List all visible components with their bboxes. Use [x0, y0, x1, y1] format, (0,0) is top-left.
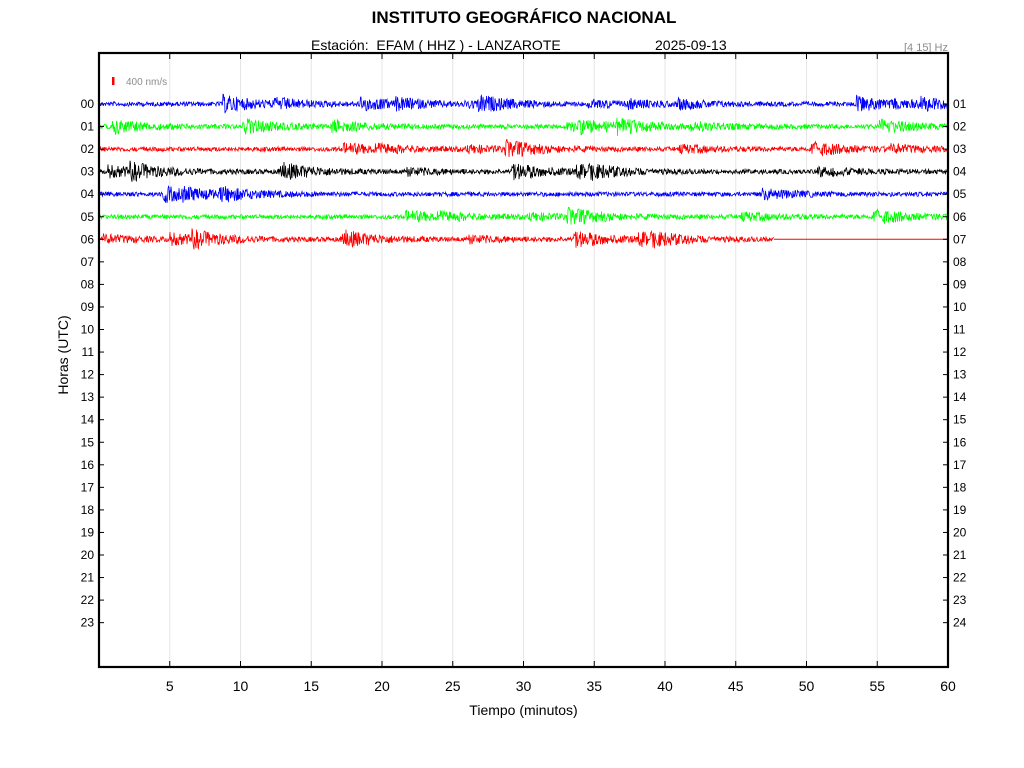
- scale-bar-label: 400 nm/s: [126, 77, 167, 88]
- y-axis-label: Horas (UTC): [55, 315, 71, 394]
- hour-label-right: 16: [953, 435, 967, 449]
- trace-hour-05: [98, 206, 949, 225]
- hour-label-right: 23: [953, 593, 967, 607]
- trace-hour-04: [98, 185, 949, 203]
- hour-label-left: 06: [81, 232, 95, 246]
- hour-label-right: 13: [953, 368, 967, 382]
- hour-label-left: 12: [81, 368, 95, 382]
- hour-label-right: 18: [953, 480, 967, 494]
- hour-label-right: 19: [953, 503, 967, 517]
- hour-label-left: 22: [81, 593, 95, 607]
- hour-label-left: 21: [81, 571, 95, 585]
- hour-label-left: 14: [81, 413, 95, 427]
- hour-label-left: 00: [81, 97, 95, 111]
- trace-hour-00: [98, 93, 949, 114]
- hour-label-right: 03: [953, 142, 967, 156]
- hour-label-right: 17: [953, 458, 967, 472]
- hour-label-right: 15: [953, 413, 967, 427]
- x-axis-label: Tiempo (minutos): [469, 702, 577, 718]
- hour-label-right: 07: [953, 232, 967, 246]
- hour-label-right: 08: [953, 255, 967, 269]
- trace-hour-06: [98, 228, 774, 250]
- hour-label-right: 21: [953, 548, 967, 562]
- hour-label-left: 10: [81, 323, 95, 337]
- hour-label-left: 05: [81, 210, 95, 224]
- hour-label-left: 08: [81, 277, 95, 291]
- chart-title: INSTITUTO GEOGRÁFICO NACIONAL: [371, 8, 677, 27]
- hour-label-right: 05: [953, 187, 967, 201]
- x-tick-label: 45: [728, 678, 744, 694]
- hour-label-left: 04: [81, 187, 95, 201]
- hour-label-right: 11: [953, 323, 966, 337]
- filter-band-label: [4 15] Hz: [903, 42, 948, 54]
- hour-label-left: 19: [81, 525, 95, 539]
- hour-label-left: 13: [81, 390, 95, 404]
- station-label: Estación: EFAM ( HHZ ) - LANZAROTE: [311, 37, 561, 53]
- trace-hour-03: [98, 160, 949, 183]
- hour-label-left: 18: [81, 503, 95, 517]
- hour-label-right: 09: [953, 277, 967, 291]
- hour-label-right: 12: [953, 345, 967, 359]
- hour-label-right: 22: [953, 571, 967, 585]
- date-label: 2025-09-13: [655, 37, 727, 53]
- hour-label-right: 06: [953, 210, 967, 224]
- x-tick-label: 55: [869, 678, 885, 694]
- x-tick-label: 50: [799, 678, 815, 694]
- hour-label-left: 17: [81, 480, 95, 494]
- hour-label-right: 02: [953, 120, 967, 134]
- x-tick-label: 20: [374, 678, 390, 694]
- x-tick-label: 15: [303, 678, 319, 694]
- x-tick-label: 30: [516, 678, 532, 694]
- hour-label-right: 24: [953, 616, 967, 630]
- hour-label-right: 01: [953, 97, 967, 111]
- hour-label-left: 07: [81, 255, 95, 269]
- trace-hour-02: [98, 139, 949, 158]
- trace-hour-01: [98, 117, 949, 136]
- x-tick-label: 25: [445, 678, 461, 694]
- hour-label-left: 23: [81, 616, 95, 630]
- hour-label-left: 03: [81, 165, 95, 179]
- hour-label-left: 02: [81, 142, 95, 156]
- hour-label-right: 14: [953, 390, 967, 404]
- x-tick-label: 60: [940, 678, 956, 694]
- x-tick-label: 40: [657, 678, 673, 694]
- hour-label-left: 01: [81, 120, 95, 134]
- hour-label-left: 16: [81, 458, 95, 472]
- hour-label-left: 09: [81, 300, 95, 314]
- hour-label-left: 15: [81, 435, 95, 449]
- scale-bar: [112, 77, 115, 85]
- x-tick-label: 10: [233, 678, 249, 694]
- hour-label-right: 20: [953, 525, 967, 539]
- hour-label-left: 11: [82, 345, 95, 359]
- x-tick-label: 35: [586, 678, 602, 694]
- hour-label-left: 20: [81, 548, 95, 562]
- x-tick-label: 5: [166, 678, 174, 694]
- hour-label-right: 10: [953, 300, 967, 314]
- hour-label-right: 04: [953, 165, 967, 179]
